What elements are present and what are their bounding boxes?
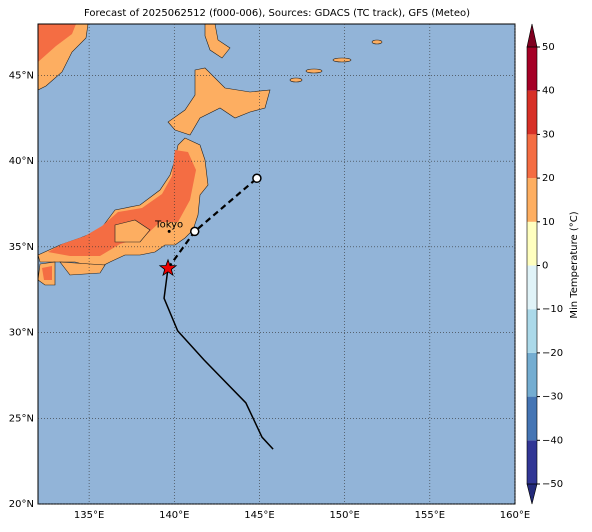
colorbar-tick-label: 30 [542, 129, 555, 140]
x-tick-label: 140°E [159, 510, 189, 521]
x-tick-label: 145°E [244, 510, 274, 521]
observed-track [163, 268, 274, 450]
x-tick-label: 155°E [415, 510, 445, 521]
colorbar-tick-label: −50 [542, 479, 563, 490]
y-tick-label: 45°N [9, 70, 34, 81]
y-tick-label: 40°N [9, 156, 34, 167]
y-tick-label: 20°N [9, 499, 34, 510]
city-marker [167, 229, 171, 233]
colorbar-band [527, 396, 537, 441]
colorbar-band [527, 47, 537, 91]
colorbar-label: Min Temperature (°C) [569, 211, 580, 318]
colorbar-band [527, 178, 537, 222]
colorbar-tick-label: 50 [542, 42, 555, 53]
colorbar-band [527, 134, 537, 179]
colorbar-over [526, 23, 538, 48]
y-tick-label: 30°N [9, 328, 34, 339]
colorbar-tick-label: 20 [542, 173, 555, 184]
colorbar-band [527, 90, 537, 135]
colorbar-tick-label: 10 [542, 217, 555, 228]
city-label: Tokyo [154, 219, 183, 230]
forecast-point [252, 173, 262, 184]
forecast-point [189, 226, 200, 237]
current-position [158, 258, 178, 277]
colorbar-band [527, 265, 537, 310]
colorbar-tick-label: −40 [542, 435, 563, 446]
colorbar-band [527, 309, 537, 353]
colorbar-band [527, 352, 537, 397]
colorbar-tick-label: 0 [542, 261, 548, 272]
colorbar-tick-label: −20 [542, 348, 563, 359]
colorbar-tick-label: 40 [542, 86, 555, 97]
colorbar-band [527, 440, 537, 484]
ocean [38, 24, 515, 504]
colorbar-band [527, 221, 537, 266]
land [37, 23, 383, 286]
colorbar-tick-label: −10 [542, 304, 563, 315]
x-tick-label: 150°E [329, 510, 359, 521]
y-tick-label: 35°N [9, 242, 34, 253]
x-tick-label: 135°E [74, 510, 104, 521]
chart-title: Forecast of 2025062512 (f000-006), Sourc… [84, 8, 470, 19]
x-tick-label: 160°E [500, 510, 530, 521]
colorbar-under [526, 483, 538, 505]
colorbar-tick-label: −30 [542, 392, 563, 403]
y-tick-label: 25°N [9, 413, 34, 424]
